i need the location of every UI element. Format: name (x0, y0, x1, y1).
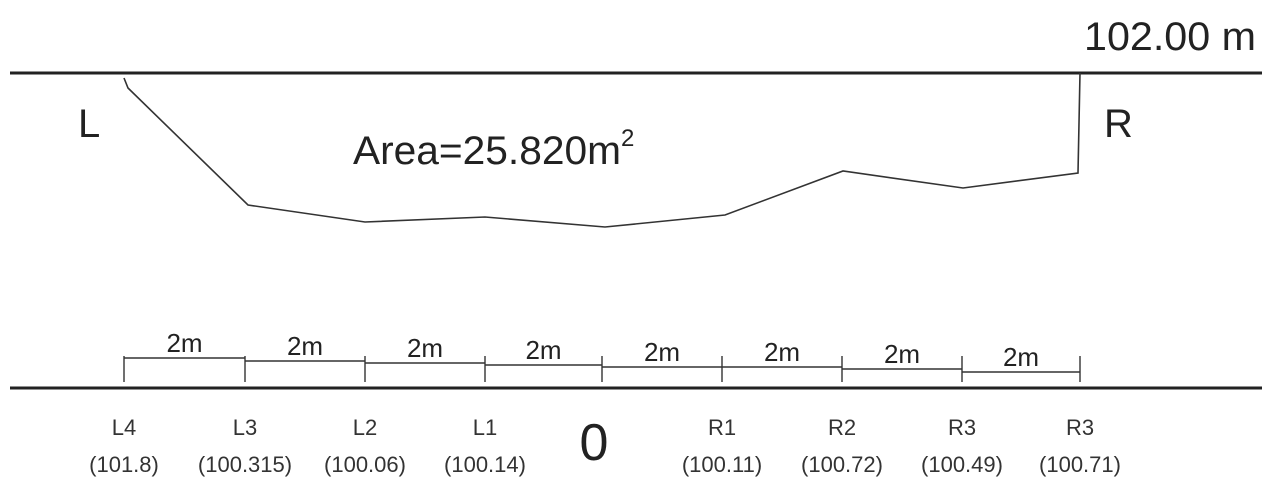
station-elevation: (100.315) (198, 452, 292, 477)
station-labels: L4 (101.8) L3 (100.315) L2 (100.06) L1 (100.14)… (89, 414, 1121, 477)
station-elevation: (100.49) (921, 452, 1003, 477)
spacing-label: 2m (525, 335, 561, 365)
area-exponent: 2 (621, 125, 634, 152)
station-elevation: (100.14) (444, 452, 526, 477)
datum-label: 102.00 m (1084, 15, 1256, 59)
spacing-label: 2m (884, 339, 920, 369)
channel-profile (123, 72, 1081, 228)
station-origin-label: 0 (580, 414, 609, 472)
station-name: L3 (233, 415, 257, 440)
station-name: R3 (1066, 415, 1094, 440)
spacing-label: 2m (166, 328, 202, 358)
spacing-label: 2m (407, 333, 443, 363)
station-elevation: (100.72) (801, 452, 883, 477)
right-bank-label: R (1104, 102, 1133, 146)
station-elevation: (100.11) (682, 452, 762, 477)
spacing-label: 2m (644, 337, 680, 367)
spacing-label: 2m (764, 337, 800, 367)
station-elevation: (100.06) (324, 452, 406, 477)
area-label: Area=25.820m2 (353, 125, 634, 173)
spacing-dimensions: 2m 2m 2m 2m 2m 2m 2m 2m (123, 328, 1081, 382)
station-name: L1 (473, 415, 497, 440)
station-name: L2 (353, 415, 377, 440)
station-name: R2 (828, 415, 856, 440)
spacing-label: 2m (1003, 342, 1039, 372)
spacing-label: 2m (287, 331, 323, 361)
station-elevation: (101.8) (89, 452, 159, 477)
station-elevation: (100.71) (1039, 452, 1121, 477)
station-name: R3 (948, 415, 976, 440)
area-value: Area=25.820m (353, 129, 621, 173)
station-name: R1 (708, 415, 736, 440)
left-bank-label: L (78, 102, 100, 146)
station-name: L4 (112, 415, 136, 440)
